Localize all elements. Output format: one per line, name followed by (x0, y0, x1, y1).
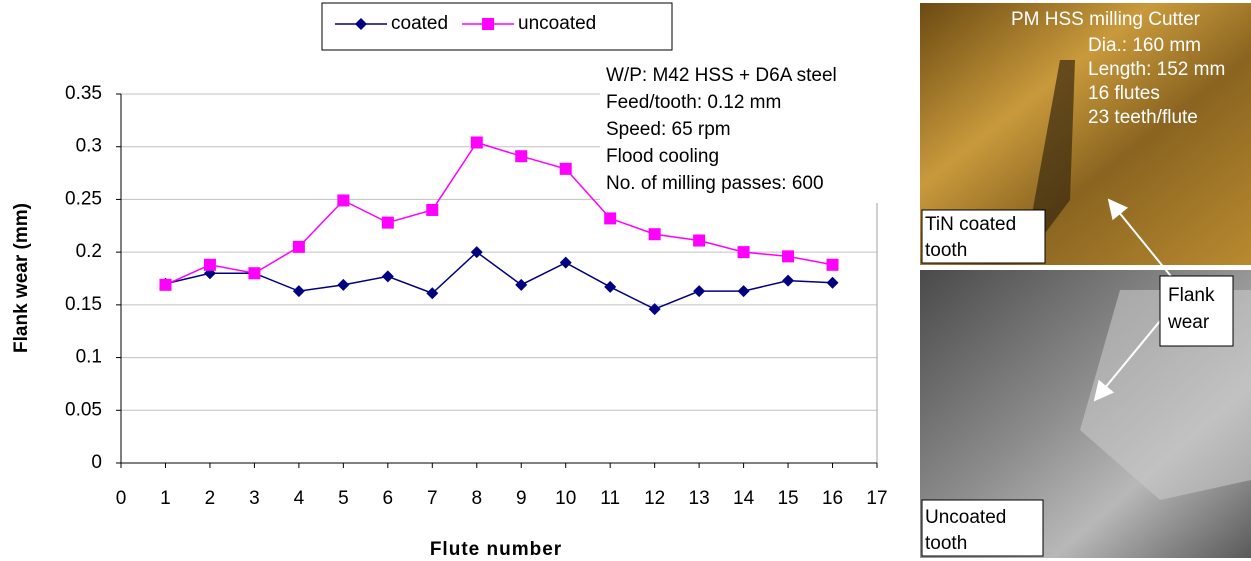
annotation: Flood cooling (606, 146, 719, 167)
marker (381, 216, 394, 229)
marker (337, 194, 350, 207)
marker (782, 250, 795, 263)
x-tick-label: 8 (471, 488, 482, 509)
annotation: No. of milling passes: 600 (606, 173, 824, 194)
x-tick-label: 9 (516, 488, 527, 509)
x-tick-label: 4 (294, 488, 305, 509)
y-tick-label: 0.15 (65, 294, 102, 315)
photo-caption: PM HSS milling Cutter (1011, 9, 1201, 30)
x-tick-label: 2 (205, 488, 216, 509)
marker (826, 258, 839, 271)
x-tick-label: 15 (777, 488, 798, 509)
marker (470, 136, 483, 149)
photo-caption: 23 teeth/flute (1088, 107, 1198, 128)
chart: 00.050.10.150.20.250.30.350 1 2 3 4 5 6 7 8 9 10 11… (11, 2, 888, 560)
marker (426, 287, 439, 300)
legend-box (321, 2, 673, 51)
series-line (165, 251, 833, 310)
x-tick-label: 13 (689, 488, 710, 509)
y-tick-label: 0.2 (76, 241, 102, 262)
label-box (921, 209, 1046, 264)
marker (648, 303, 661, 316)
marker (515, 150, 528, 163)
marker (292, 240, 305, 253)
marker (648, 228, 661, 241)
arrow (1093, 314, 1166, 402)
x-tick-label: 10 (555, 488, 576, 509)
series-line (165, 141, 833, 286)
marker (482, 18, 495, 30)
marker (426, 203, 439, 216)
x-tick-label: 12 (644, 488, 665, 509)
annotation-box (600, 64, 882, 202)
marker (737, 285, 750, 298)
marker (470, 246, 483, 259)
tooth-shape (1030, 60, 1075, 240)
photo-label: TiN coated (925, 214, 1016, 235)
photo-caption: 16 flutes (1088, 83, 1160, 104)
y-tick-label: 0.25 (65, 188, 102, 209)
x-axis-title: Flute number (430, 539, 562, 560)
label-box (1159, 275, 1234, 347)
marker (355, 18, 367, 30)
marker (292, 285, 305, 298)
legend-label: uncoated (518, 13, 596, 34)
x-tick-label: 0 (116, 488, 127, 509)
photo-label: Flank (1168, 285, 1215, 306)
marker (559, 256, 572, 269)
y-tick-label: 0 (91, 452, 102, 473)
x-tick-label: 16 (822, 488, 843, 509)
x-tick-label: 11 (600, 488, 620, 509)
x-tick-label: 1 (160, 488, 171, 509)
photos: PM HSS milling Cutter Dia.: 160 mm Length:… (920, 3, 1251, 558)
marker (159, 278, 172, 291)
marker (782, 274, 795, 287)
marker (826, 276, 839, 289)
marker (604, 212, 617, 225)
marker (604, 280, 617, 293)
photo-caption: Dia.: 160 mm (1088, 35, 1201, 56)
x-tick-label: 6 (383, 488, 394, 509)
x-tick-label: 3 (249, 488, 260, 509)
x-tick-label: 17 (866, 488, 887, 509)
photo-label: tooth (925, 533, 967, 554)
y-axis-title: Flank wear (mm) (11, 203, 32, 353)
marker (515, 278, 528, 291)
marker (559, 162, 572, 175)
y-tick-label: 0.05 (65, 399, 102, 420)
marker (203, 258, 216, 271)
x-tick-label: 7 (427, 488, 438, 509)
y-tick-label: 0.35 (65, 83, 102, 104)
marker (737, 246, 750, 259)
label-box (921, 499, 1044, 557)
arrow (1107, 198, 1175, 281)
y-tick-label: 0.1 (76, 347, 102, 368)
annotation: Feed/tooth: 0.12 mm (606, 92, 781, 113)
marker (693, 285, 706, 298)
photo-caption: Length: 152 mm (1088, 59, 1225, 80)
annotation: W/P: M42 HSS + D6A steel (606, 65, 837, 86)
marker (381, 270, 394, 283)
photo-label: Uncoated (925, 507, 1006, 528)
marker (248, 267, 261, 280)
x-tick-label: 5 (338, 488, 349, 509)
marker (693, 234, 706, 247)
photo-label: wear (1167, 312, 1210, 333)
annotation: Speed: 65 rpm (606, 119, 731, 140)
legend-label: coated (391, 13, 448, 34)
marker (337, 278, 350, 291)
photo-label: tooth (925, 240, 967, 261)
y-tick-label: 0.3 (76, 136, 102, 157)
x-tick-label: 14 (733, 488, 755, 509)
